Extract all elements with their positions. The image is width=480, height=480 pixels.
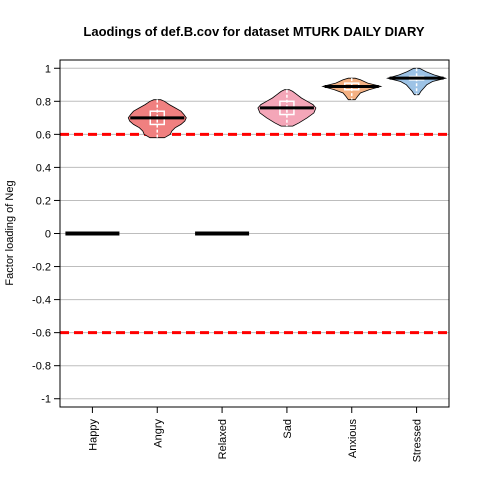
y-tick-label-8: -0.6 [32, 328, 51, 340]
x-tick-label-anxious: Anxious [347, 419, 359, 459]
y-tick-label-5: 0 [45, 229, 51, 241]
y-tick-label-3: 0.4 [36, 162, 51, 174]
x-tick-label-sad: Sad [282, 419, 294, 439]
y-tick-label-10: -1 [41, 394, 51, 406]
violin-stressed [386, 67, 448, 96]
y-tick-label-2: 0.6 [36, 129, 51, 141]
y-axis-label: Factor loading of Neg [4, 180, 16, 285]
chart-title: Laodings of def.B.cov for dataset MTURK … [83, 24, 424, 39]
x-tick-label-stressed: Stressed [412, 419, 424, 462]
x-tick-label-relaxed: Relaxed [217, 419, 229, 459]
y-tick-label-7: -0.4 [32, 295, 51, 307]
y-tick-label-4: 0.2 [36, 195, 51, 207]
y-tick-label-6: -0.2 [32, 262, 51, 274]
plot-layer: 1 0.8 0.6 0.4 0.2 0 -0.2 -0.4 -0.6 -0.8 -1 Happy Ang… [32, 59, 450, 462]
x-tick-label-happy: Happy [87, 419, 99, 451]
y-tick-label-0: 1 [45, 63, 51, 75]
x-tick-label-angry: Angry [152, 419, 164, 448]
y-tick-label-9: -0.8 [32, 361, 51, 373]
y-tick-label-1: 0.8 [36, 96, 51, 108]
